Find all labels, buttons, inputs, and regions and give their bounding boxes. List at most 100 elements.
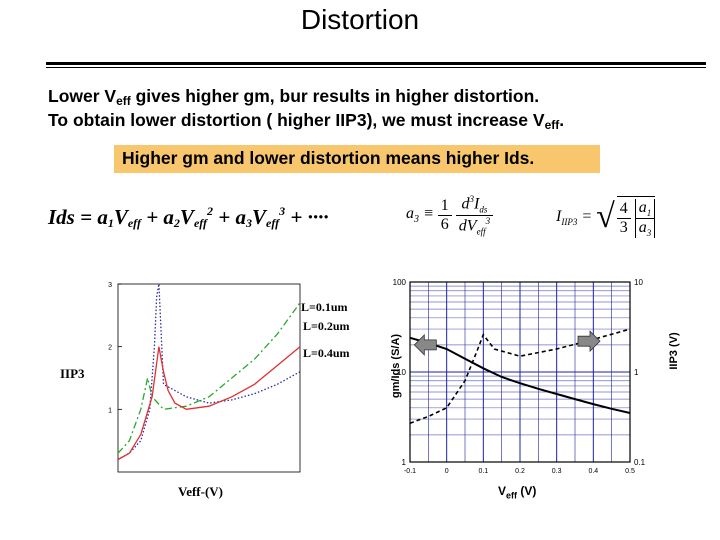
ids-plus-1: +: [140, 205, 164, 229]
chart1-plot: 3 2 1: [108, 282, 301, 473]
chart2-xtick: 0.4: [588, 468, 598, 475]
chart2-yleft-tick: 1: [402, 458, 407, 467]
chart2-xlabel: Veff (V): [498, 484, 536, 500]
line1-sub: eff: [116, 94, 131, 108]
chart1-label-l04: L=0.4um: [303, 346, 350, 360]
a3-frac1-den: 6: [440, 215, 449, 233]
sqrt-icon: √: [596, 198, 615, 236]
line2-sub: eff: [544, 118, 560, 132]
chart2-xtick: 0.3: [552, 468, 562, 475]
a3-lhs: a: [406, 204, 414, 222]
chart2-xlabel-sub: eff: [506, 490, 518, 501]
a3-frac2-den-sub: eff: [476, 226, 486, 237]
iip3-vs-veff-chart: IIP3 3 2 1 L=0.1um L=0.2um L=0.4um Veff-(V…: [18, 272, 350, 500]
gm-ids-chart: 100 10 1 10 1 0.1 -0.1 0 0.1 0.2 0.3 0.4 0.5 gm/Ids …: [374, 270, 694, 502]
chart2-xtick: 0.5: [625, 468, 635, 475]
ids-t2-var: V: [179, 205, 194, 229]
iip3-frac-2: a1 a3: [634, 199, 656, 239]
chart1-ylabel: IIP3: [60, 366, 85, 381]
iip3-frac2-den-sub: 3: [646, 228, 652, 239]
ids-t1-coef: a: [97, 205, 108, 229]
chart2-xlabel-post: (V): [517, 484, 537, 498]
chart2-yleft-tick: 100: [393, 278, 407, 287]
chart1-ytick-label: 2: [108, 345, 112, 352]
iip3-equation: IIIP3 = √ 4 3 a1 a3: [556, 196, 656, 239]
highlight-text: Higher gm and lower distortion means hig…: [122, 148, 535, 168]
a3-lhs-sub: 3: [414, 214, 419, 226]
line1-post: gives higher gm, bur results in higher d…: [130, 86, 540, 106]
chart1-frame: [117, 283, 301, 473]
iip3-lhs: I: [556, 207, 562, 225]
ids-t3-exp: 3: [279, 204, 286, 218]
line2-pre: To obtain lower distortion ( higher IIP3…: [48, 110, 545, 130]
chart2-yright-tick: 1: [634, 368, 639, 377]
iip3-frac2-den-a: a: [638, 219, 647, 237]
ids-equation: Ids = a1Veff + a2Veff2 + a3Veff3 + ····: [48, 204, 329, 231]
a3-frac2-num-sub: ds: [479, 204, 488, 215]
chart2-xtick: -0.1: [404, 468, 416, 475]
ids-t3-coef-sub: 3: [246, 216, 253, 230]
a3-equation: a3 ≡ 1 6 d3Ids dVeff3: [406, 194, 494, 237]
iip3-frac2-den: a3: [636, 219, 655, 238]
ids-t3-var-sub: eff: [266, 216, 280, 230]
ids-t1-var-sub: eff: [127, 216, 141, 230]
a3-frac2-num: d3Ids: [455, 194, 494, 216]
a3-frac2-den-d: dV: [458, 216, 477, 234]
iip3-frac2-num-a: a: [638, 199, 647, 216]
slide-title: Distortion: [300, 4, 420, 35]
chart1-ytick-label: 1: [108, 407, 112, 414]
iip3-radicand: 4 3 a1 a3: [616, 196, 656, 239]
chart2-yleft-tick: 10: [397, 368, 406, 377]
chart2-series-0: [409, 336, 631, 414]
a3-equiv: ≡: [419, 204, 438, 222]
ids-equals: =: [74, 205, 98, 229]
a3-frac2-num-exp: 3: [469, 194, 475, 204]
iip3-frac1-den: 3: [619, 219, 628, 237]
chart1-xlabel: Veff-(V): [178, 484, 223, 499]
statement-line-1: Lower Veff gives higher gm, bur results …: [48, 86, 539, 108]
line2-post: .: [559, 110, 565, 130]
ids-t2-coef-sub: 2: [173, 216, 180, 230]
a3-frac2-den: dVeff3: [456, 216, 493, 237]
chart2-yright-tick: 0.1: [634, 458, 646, 467]
ids-t1-coef-sub: 1: [107, 216, 114, 230]
ids-t1-var: V: [113, 205, 128, 229]
a3-frac-1: 1 6: [437, 197, 452, 234]
ids-plus-2: +: [213, 205, 236, 229]
chart1-label-l02: L=0.2um: [303, 319, 350, 333]
ids-t2-exp: 2: [207, 204, 214, 218]
ids-t3-coef: a: [235, 205, 247, 229]
chart2-series-1: [409, 328, 631, 424]
chart2-frame: [409, 281, 631, 463]
iip3-frac2-num-sub: 1: [646, 208, 652, 219]
line1-pre: Lower V: [48, 86, 117, 106]
iip3-equals: =: [577, 207, 597, 225]
highlight-box: Higher gm and lower distortion means hig…: [114, 145, 600, 173]
iip3-lhs-sub: IIP3: [561, 216, 578, 227]
title-rule-thin: [46, 67, 706, 68]
right-arrow-icon: [577, 330, 601, 353]
iip3-frac1-num: 4: [616, 200, 631, 220]
chart1-series-2: [117, 346, 301, 461]
chart2-yright-tick: 10: [634, 278, 643, 287]
a3-frac2-den-exp: 3: [485, 215, 491, 226]
ids-tail: + ····: [285, 205, 329, 229]
ids-t2-coef: a: [163, 205, 174, 229]
chart2-ylabel-left: gm/Ids (S/A): [390, 333, 402, 399]
left-arrow-icon: [413, 333, 437, 356]
iip3-frac-1: 4 3: [616, 200, 631, 237]
chart1-label-l01: L=0.1um: [301, 300, 348, 314]
chart1-series-1: [117, 302, 301, 454]
ids-t2-var-sub: eff: [193, 216, 208, 230]
chart2-xtick: 0.2: [515, 468, 525, 475]
chart2-plot: 100 10 1 10 1 0.1 -0.1 0 0.1 0.2 0.3 0.4 0.5: [393, 278, 646, 475]
chart1-ytick-label: 3: [108, 282, 112, 289]
chart1-series-0: [117, 283, 301, 461]
a3-frac1-num: 1: [437, 197, 452, 216]
chart2-ylabel-right: IIP3 (V): [668, 332, 680, 370]
ids-t3-var: V: [252, 205, 267, 229]
chart2-xtick: 0.1: [478, 468, 488, 475]
a3-frac2-num-var: I: [474, 195, 480, 213]
statement-line-2: To obtain lower distortion ( higher IIP3…: [48, 110, 564, 132]
a3-frac2-num-d: d: [461, 195, 470, 213]
